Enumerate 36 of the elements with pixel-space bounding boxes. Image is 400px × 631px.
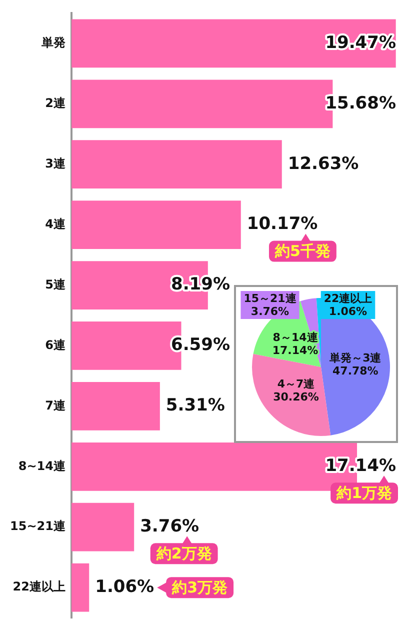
- data-label: 17.14%: [272, 344, 318, 357]
- y-tick-label: 4連: [45, 216, 66, 231]
- slice-label: 15～21連: [244, 292, 298, 305]
- data-label: 5.31%: [166, 396, 225, 416]
- data-label: 12.63%: [288, 154, 359, 174]
- annotation: 約3万発: [171, 578, 228, 596]
- y-tick-label: 8~14連: [18, 458, 66, 473]
- slice-label: 4～7連: [277, 378, 316, 391]
- data-label: 3.76%: [140, 516, 200, 537]
- annotation: 約2万発: [155, 544, 212, 562]
- y-tick-label: 22連以上: [12, 580, 66, 594]
- data-label: 19.47%: [325, 32, 396, 53]
- annotation: 約1万発: [336, 484, 392, 502]
- slice-label: 22連以上: [324, 292, 372, 305]
- y-tick-label: 5連: [45, 277, 66, 292]
- bar: [71, 563, 90, 612]
- annotation: 約5千発: [274, 242, 330, 260]
- bar: [71, 502, 134, 552]
- bar: [71, 140, 282, 189]
- data-label: 47.78%: [332, 364, 378, 378]
- y-tick-label: 3連: [45, 156, 66, 170]
- data-label: 1.06%: [95, 576, 154, 597]
- y-tick-label: 単発: [40, 36, 66, 50]
- data-label: 1.06%: [328, 304, 368, 318]
- bar: [71, 382, 160, 430]
- data-label: 10.17%: [246, 214, 318, 234]
- y-tick-label: 7連: [45, 398, 66, 412]
- y-tick-label: 2連: [45, 96, 66, 110]
- slice-label: 単発～3連: [328, 351, 382, 364]
- bar: [71, 19, 396, 68]
- y-tick-label: 6連: [45, 338, 66, 352]
- data-label: 30.26%: [273, 390, 319, 404]
- bar: [71, 200, 241, 249]
- data-label: 3.76%: [250, 304, 290, 318]
- y-tick-label: 15~21連: [10, 519, 66, 534]
- slice-label: 8～14連: [272, 330, 319, 344]
